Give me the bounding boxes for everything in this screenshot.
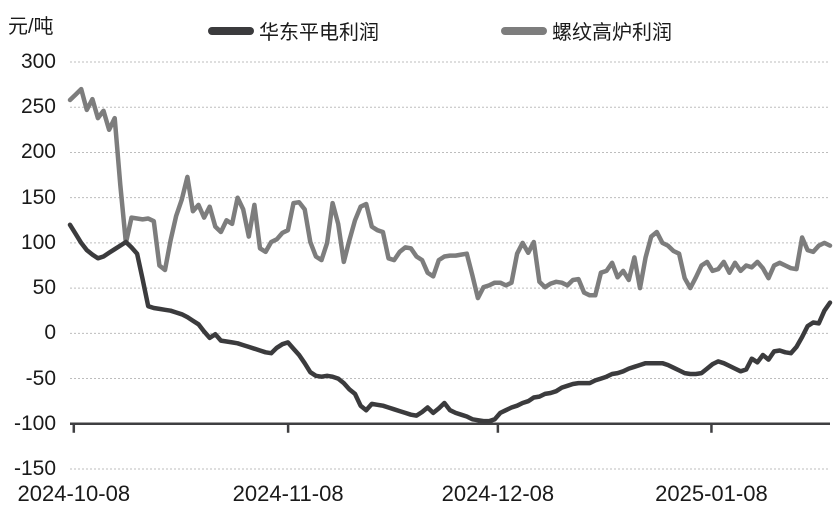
legend-label: 螺纹高炉利润 xyxy=(552,22,672,44)
y-axis-unit-label: 元/吨 xyxy=(8,16,54,38)
y-tick-label: -150 xyxy=(13,457,56,480)
y-tick-label: 200 xyxy=(20,140,56,164)
chart-legend: 华东平电利润 螺纹高炉利润 xyxy=(80,16,800,45)
x-tick-label: 2025-01-08 xyxy=(655,481,768,506)
series-line-dark xyxy=(67,222,833,424)
y-tick-label: -50 xyxy=(25,366,56,390)
legend-line-swatch-dark xyxy=(208,26,254,35)
y-tick-label: 100 xyxy=(20,230,56,254)
legend-line-swatch-gray xyxy=(501,26,547,35)
x-tick-label: 2024-11-08 xyxy=(232,481,344,506)
legend-label: 华东平电利润 xyxy=(259,22,379,44)
y-tick-label: -100 xyxy=(13,411,56,435)
y-tick-label: 50 xyxy=(32,276,56,300)
y-tick-label: 0 xyxy=(44,321,56,345)
series-line-gray xyxy=(67,86,833,301)
y-tick-label: 250 xyxy=(20,95,56,119)
legend-item-luowen: 螺纹高炉利润 xyxy=(501,16,672,45)
legend-item-huadong: 华东平电利润 xyxy=(208,16,379,45)
x-tick-label: 2024-10-08 xyxy=(17,481,131,506)
y-tick-label: 300 xyxy=(20,50,56,73)
y-tick-label: 150 xyxy=(20,185,56,209)
x-tick-label: 2024-12-08 xyxy=(441,481,555,506)
